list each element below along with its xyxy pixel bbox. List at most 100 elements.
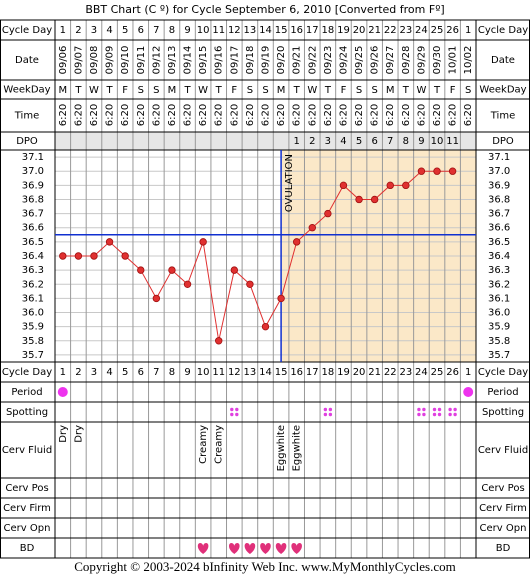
y-tick-label: 36.1 (22, 293, 44, 304)
cycle-day: 8 (169, 25, 175, 36)
weekday: T (106, 85, 114, 96)
cycle-day: 1 (465, 25, 471, 36)
cerv-fluid: Creamy (214, 425, 225, 464)
y-tick-label: 36.4 (22, 251, 44, 262)
spotting-dot (230, 407, 234, 412)
time: 6:20 (214, 104, 225, 126)
cycle-day-bottom: 2 (75, 367, 81, 378)
date: 09/15 (198, 46, 209, 75)
weekday: T (324, 85, 332, 96)
y-tick-label: 36.2 (22, 279, 44, 290)
weekday: T (74, 85, 82, 96)
cycle-day: 3 (91, 25, 97, 36)
temperature-point (183, 280, 192, 288)
date: 09/12 (151, 46, 162, 75)
row-label: Cerv Firm (3, 503, 51, 514)
y-tick-label: 35.9 (22, 322, 44, 333)
y-tick-label-right: 36.8 (488, 194, 510, 205)
row-label: Time (14, 111, 39, 122)
date: 09/18 (245, 46, 256, 75)
cycle-day: 2 (75, 25, 81, 36)
y-tick-label-right: 35.7 (488, 350, 510, 361)
weekday: F (450, 85, 456, 96)
weekday: T (215, 85, 223, 96)
weekday: F (122, 85, 128, 96)
temperature-point (74, 252, 83, 260)
spotting-mark (323, 407, 333, 417)
time: 6:20 (338, 104, 349, 126)
chart-title: BBT Chart (C º) for Cycle September 6, 2… (85, 3, 444, 16)
y-tick-label-right: 36.4 (488, 251, 510, 262)
date: 09/09 (105, 46, 116, 75)
cerv-fluid: Eggwhite (276, 425, 287, 471)
cycle-day: 5 (122, 25, 128, 36)
cycle-day-bottom: 7 (153, 367, 159, 378)
row-label-right: Spotting (482, 407, 524, 418)
date: 09/24 (338, 46, 349, 75)
spotting-dot (453, 412, 457, 417)
spotting-dot (448, 407, 452, 412)
y-tick-label: 37.1 (22, 152, 44, 163)
cycle-day: 7 (153, 25, 159, 36)
cycle-day-bottom: 3 (91, 367, 97, 378)
cycle-day: 26 (446, 25, 459, 36)
spotting-mark (432, 407, 442, 417)
time: 6:20 (120, 104, 131, 126)
row-label: Spotting (6, 407, 48, 418)
bd-heart (260, 543, 271, 554)
dpo: 9 (418, 136, 424, 147)
weekday: T (433, 85, 441, 96)
temperature-point (277, 294, 285, 303)
time: 6:20 (261, 104, 272, 126)
date: 09/22 (307, 46, 318, 75)
row-label: Cycle Day (2, 25, 52, 36)
cycle-day: 21 (368, 25, 381, 36)
y-tick-label-right: 36.0 (488, 308, 510, 319)
cycle-day: 25 (431, 25, 444, 36)
temperature-point (105, 238, 114, 246)
temperature-point (230, 266, 239, 274)
cycle-day: 16 (290, 25, 303, 36)
temperature-point (90, 252, 98, 260)
y-tick-label-right: 35.8 (488, 336, 510, 347)
cycle-day: 6 (138, 25, 144, 36)
dpo: 11 (446, 136, 459, 147)
temperature-point (417, 167, 426, 175)
time: 6:20 (323, 104, 334, 126)
temperature-point (261, 322, 270, 331)
row-label-right: Cerv Opn (480, 523, 527, 534)
date: 10/02 (463, 46, 474, 75)
date: 09/16 (214, 46, 225, 75)
y-tick-label: 36.6 (22, 223, 44, 234)
time: 6:20 (136, 104, 147, 126)
row-label-right: Cerv Pos (481, 483, 524, 494)
spotting-dot (235, 407, 239, 412)
time: 6:20 (416, 104, 427, 126)
row-label-right: Cycle Day (478, 25, 528, 36)
y-tick-label: 36.3 (22, 265, 44, 276)
y-tick-label: 36.8 (22, 194, 44, 205)
temperature-point (386, 181, 394, 190)
spotting-dot (437, 412, 442, 417)
spotting-dot (448, 412, 452, 417)
time: 6:20 (385, 104, 396, 126)
period-dot (463, 387, 474, 397)
date: 09/26 (370, 46, 381, 75)
spotting-dot (422, 412, 426, 417)
cycle-day: 1 (60, 25, 66, 36)
dpo: 5 (356, 136, 362, 147)
cycle-day-bottom: 22 (384, 367, 397, 378)
cerv-fluid: Dry (73, 425, 84, 443)
cycle-day-bottom: 19 (337, 367, 350, 378)
row-label: Date (15, 55, 39, 66)
weekday: W (89, 85, 99, 96)
date: 09/30 (432, 46, 443, 75)
time: 6:20 (354, 104, 365, 126)
row-label: DPO (16, 136, 38, 147)
row-label: Cycle Day (2, 367, 52, 378)
weekday: T (183, 85, 191, 96)
time: 6:20 (229, 104, 240, 126)
weekday: M (386, 85, 395, 96)
temperature-point (137, 266, 145, 274)
temperature-point (433, 167, 441, 175)
